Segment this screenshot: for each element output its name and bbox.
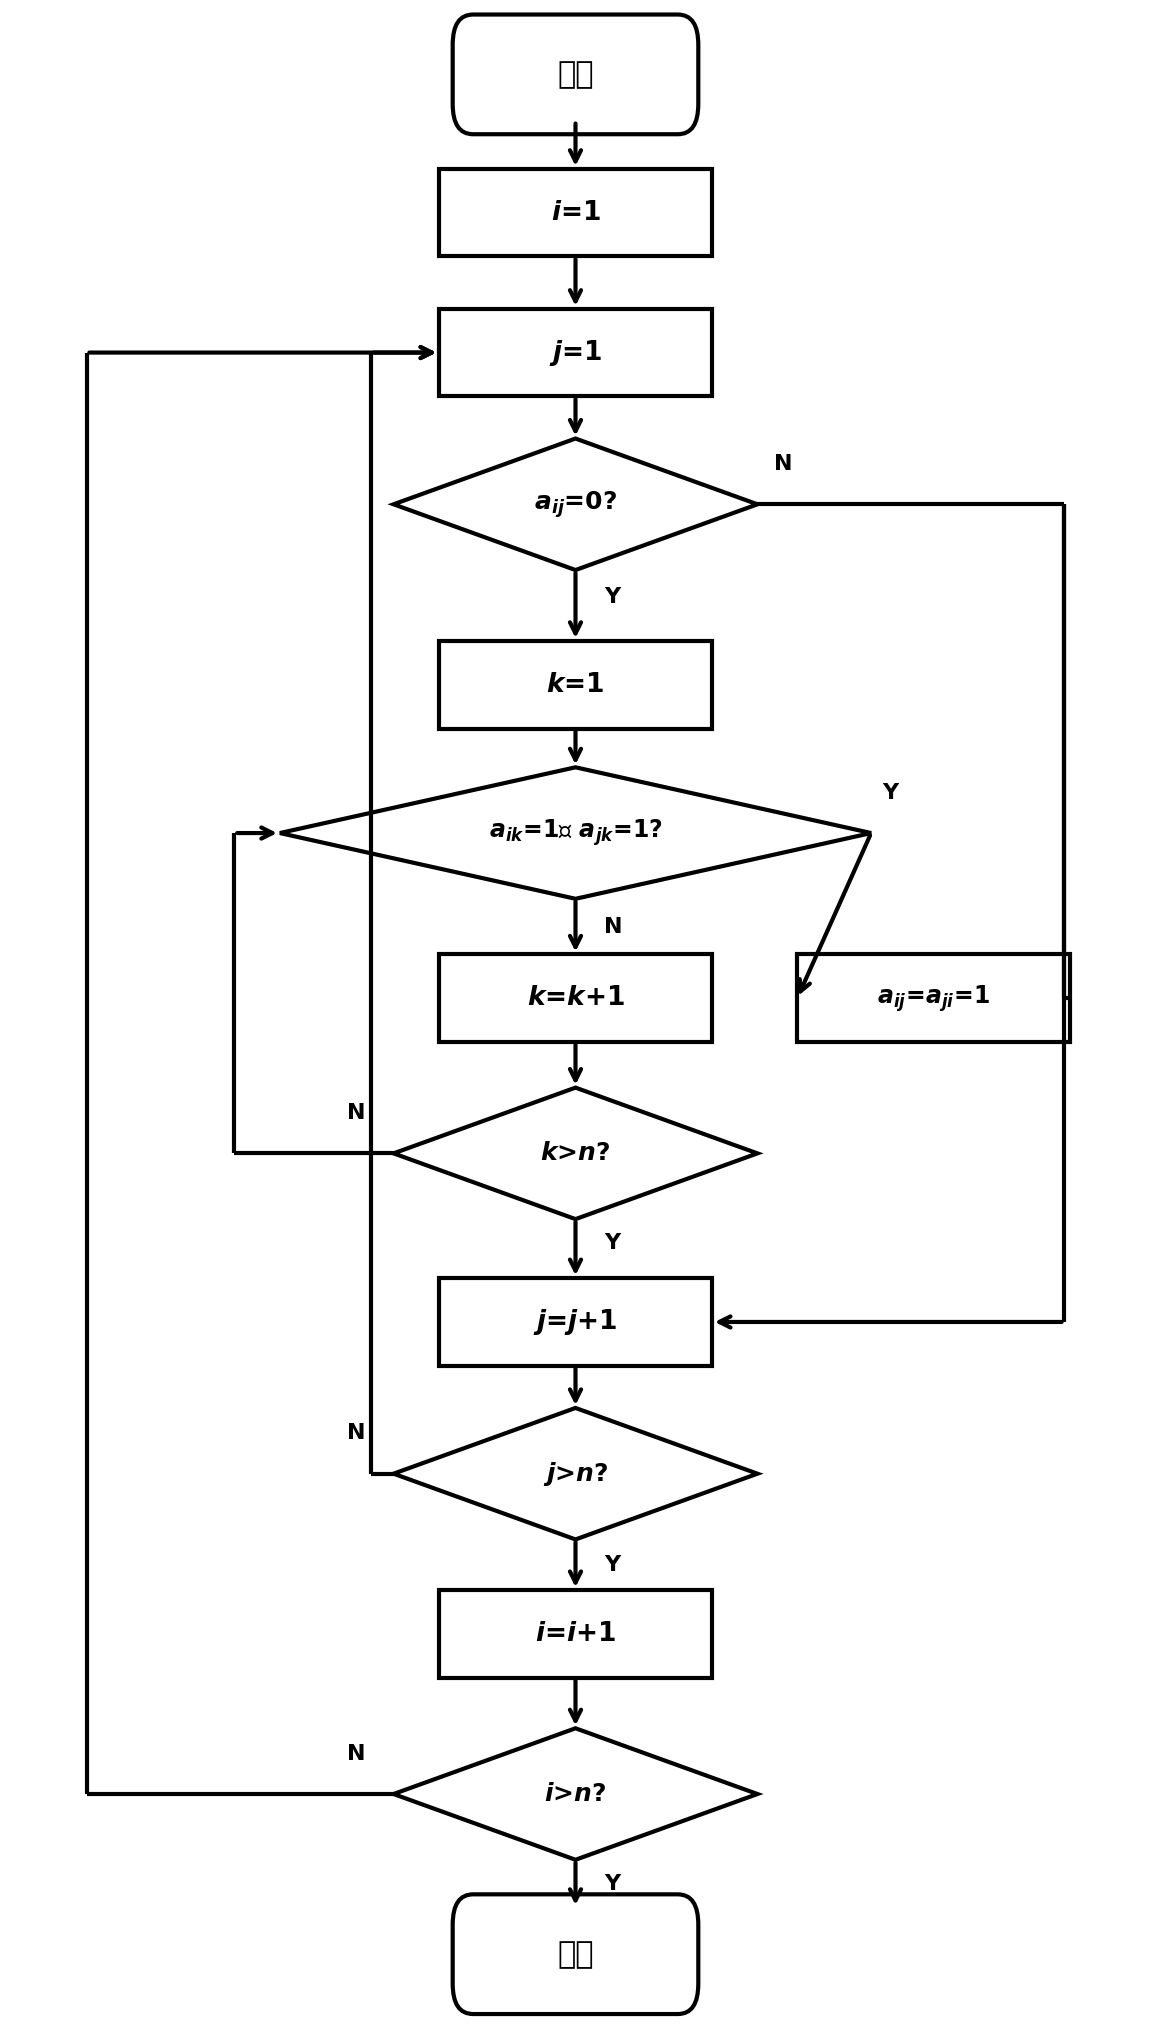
Text: $\bfit{i}$=1: $\bfit{i}$=1 (550, 200, 601, 226)
Text: Y: Y (604, 1232, 620, 1253)
Text: N: N (346, 1744, 365, 1764)
Polygon shape (394, 438, 757, 570)
Text: $\bfit{j}$=1: $\bfit{j}$=1 (549, 338, 602, 367)
Polygon shape (394, 1408, 757, 1540)
Text: 结束: 结束 (557, 1939, 594, 1968)
Text: $\bfit{k}$>$\bfit{n}$?: $\bfit{k}$>$\bfit{n}$? (540, 1141, 611, 1165)
Text: $\bfit{a_{ij}}$=$\bfit{a_{ji}}$=1: $\bfit{a_{ij}}$=$\bfit{a_{ji}}$=1 (877, 984, 990, 1014)
Polygon shape (280, 768, 871, 898)
Bar (439, 310, 712, 397)
Text: $\bfit{i}$=$\bfit{i}$+1: $\bfit{i}$=$\bfit{i}$+1 (535, 1621, 616, 1646)
Text: N: N (346, 1424, 365, 1444)
Bar (798, 955, 1070, 1043)
Bar (439, 1591, 712, 1678)
Bar (439, 169, 712, 257)
Text: Y: Y (604, 587, 620, 607)
Text: $\bfit{j}$=$\bfit{j}$+1: $\bfit{j}$=$\bfit{j}$+1 (533, 1308, 618, 1336)
Text: Y: Y (604, 1554, 620, 1575)
Text: $\bfit{i}$>$\bfit{n}$?: $\bfit{i}$>$\bfit{n}$? (544, 1782, 607, 1807)
Text: $\bfit{k}$=$\bfit{k}$+1: $\bfit{k}$=$\bfit{k}$+1 (526, 986, 625, 1010)
Text: N: N (775, 454, 793, 475)
Text: N: N (604, 917, 623, 937)
Bar (439, 642, 712, 729)
Bar (439, 955, 712, 1043)
Text: $\bfit{k}$=1: $\bfit{k}$=1 (547, 672, 604, 699)
Text: Y: Y (604, 1874, 620, 1894)
Text: 开始: 开始 (557, 59, 594, 90)
FancyBboxPatch shape (452, 1894, 699, 2015)
Text: $\bfit{a_{ij}}$=0?: $\bfit{a_{ij}}$=0? (534, 489, 617, 519)
Text: N: N (346, 1102, 365, 1122)
Text: $\bfit{j}$>$\bfit{n}$?: $\bfit{j}$>$\bfit{n}$? (543, 1461, 608, 1487)
Text: $\bfit{a_{ik}}$=1且 $\bfit{a_{jk}}$=1?: $\bfit{a_{ik}}$=1且 $\bfit{a_{jk}}$=1? (489, 817, 662, 847)
Bar (439, 1277, 712, 1365)
FancyBboxPatch shape (452, 14, 699, 134)
Polygon shape (394, 1727, 757, 1860)
Text: Y: Y (883, 782, 899, 803)
Polygon shape (394, 1088, 757, 1218)
